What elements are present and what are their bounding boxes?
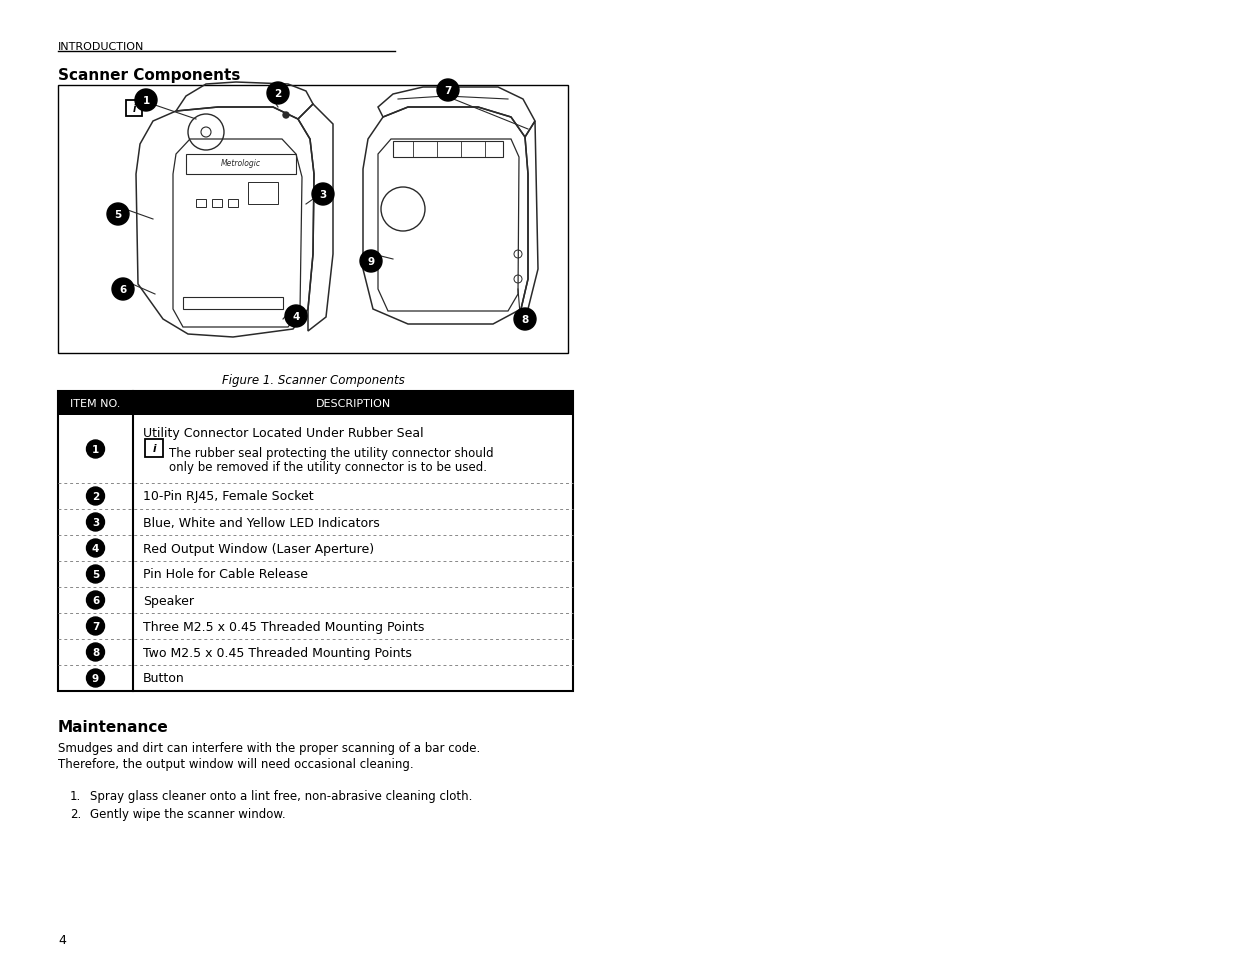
Text: Red Output Window (Laser Aperture): Red Output Window (Laser Aperture)	[143, 542, 374, 555]
Circle shape	[86, 514, 105, 532]
Text: 10-Pin RJ45, Female Socket: 10-Pin RJ45, Female Socket	[143, 490, 314, 503]
Text: The rubber seal protecting the utility connector should: The rubber seal protecting the utility c…	[169, 447, 494, 459]
Text: 4: 4	[91, 543, 99, 554]
Bar	[183, 297, 283, 310]
Circle shape	[112, 278, 135, 301]
Text: Metrologic: Metrologic	[221, 158, 261, 168]
Text: i: i	[152, 443, 156, 454]
Circle shape	[135, 90, 157, 112]
Circle shape	[86, 539, 105, 558]
Text: 4: 4	[293, 312, 300, 322]
Text: 2.: 2.	[70, 807, 82, 821]
Text: 2: 2	[274, 89, 282, 99]
Text: 3: 3	[320, 190, 326, 200]
Text: 9: 9	[368, 256, 374, 267]
Circle shape	[86, 618, 105, 636]
Text: Maintenance: Maintenance	[58, 720, 169, 734]
Text: Figure 1. Scanner Components: Figure 1. Scanner Components	[221, 374, 404, 387]
Text: 5: 5	[91, 569, 99, 579]
Bar	[144, 439, 163, 457]
Bar	[196, 200, 206, 208]
Text: Smudges and dirt can interfere with the proper scanning of a bar code.: Smudges and dirt can interfere with the …	[58, 741, 480, 754]
Circle shape	[267, 83, 289, 105]
Text: 5: 5	[115, 210, 121, 220]
Text: 1.: 1.	[70, 789, 82, 802]
Text: Therefore, the output window will need occasional cleaning.: Therefore, the output window will need o…	[58, 758, 414, 770]
Circle shape	[283, 112, 289, 119]
Text: Speaker: Speaker	[143, 594, 194, 607]
Text: Two M2.5 x 0.45 Threaded Mounting Points: Two M2.5 x 0.45 Threaded Mounting Points	[143, 646, 412, 659]
Text: 4: 4	[58, 933, 65, 946]
Text: Spray glass cleaner onto a lint free, non-abrasive cleaning cloth.: Spray glass cleaner onto a lint free, no…	[90, 789, 472, 802]
Text: 1: 1	[142, 96, 149, 106]
Circle shape	[285, 306, 308, 328]
Bar	[212, 200, 222, 208]
Circle shape	[312, 184, 333, 206]
Text: Blue, White and Yellow LED Indicators: Blue, White and Yellow LED Indicators	[143, 516, 379, 529]
Text: only be removed if the utility connector is to be used.: only be removed if the utility connector…	[169, 460, 487, 474]
Text: i: i	[132, 104, 136, 113]
Circle shape	[514, 309, 536, 331]
Text: 7: 7	[445, 86, 452, 96]
Bar	[248, 183, 278, 205]
Text: Button: Button	[143, 672, 185, 685]
Bar	[58, 392, 573, 691]
Bar	[58, 392, 573, 416]
Text: 7: 7	[91, 621, 99, 631]
Text: DESCRIPTION: DESCRIPTION	[315, 398, 390, 409]
Text: 8: 8	[521, 314, 529, 325]
Text: 8: 8	[91, 647, 99, 658]
Circle shape	[86, 592, 105, 609]
Text: 1: 1	[91, 444, 99, 455]
Circle shape	[359, 251, 382, 273]
Circle shape	[86, 643, 105, 661]
Circle shape	[86, 488, 105, 505]
Text: Gently wipe the scanner window.: Gently wipe the scanner window.	[90, 807, 285, 821]
Text: Three M2.5 x 0.45 Threaded Mounting Points: Three M2.5 x 0.45 Threaded Mounting Poin…	[143, 619, 425, 633]
Text: 9: 9	[91, 673, 99, 683]
Bar	[58, 86, 568, 354]
Text: 6: 6	[91, 596, 99, 605]
Circle shape	[107, 204, 128, 226]
Text: ITEM NO.: ITEM NO.	[70, 398, 121, 409]
Text: Utility Connector Located Under Rubber Seal: Utility Connector Located Under Rubber S…	[143, 427, 424, 439]
Circle shape	[86, 440, 105, 458]
Bar	[126, 101, 142, 117]
Text: Scanner Components: Scanner Components	[58, 68, 241, 83]
Text: INTRODUCTION: INTRODUCTION	[58, 42, 144, 52]
Text: Pin Hole for Cable Release: Pin Hole for Cable Release	[143, 568, 308, 581]
Text: 2: 2	[91, 492, 99, 501]
Text: 3: 3	[91, 517, 99, 527]
Circle shape	[86, 669, 105, 687]
Bar	[228, 200, 238, 208]
Circle shape	[86, 565, 105, 583]
Text: 6: 6	[120, 285, 127, 294]
Circle shape	[437, 80, 459, 102]
